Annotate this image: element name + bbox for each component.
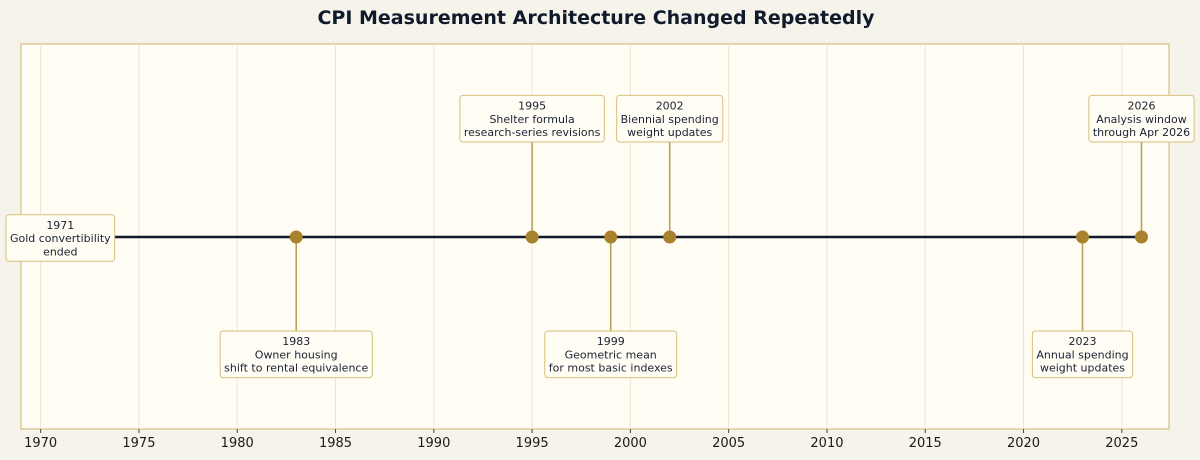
event-marker-2026 — [1134, 230, 1148, 244]
event-label-box — [1031, 330, 1134, 379]
event-year-text: 1983 — [282, 335, 310, 348]
event-description-text: Analysis window — [1096, 113, 1187, 126]
x-tick-label: 2000 — [614, 436, 647, 451]
x-tick-label: 2020 — [1007, 436, 1040, 451]
event-year-text: 1971 — [46, 219, 74, 232]
event-label-box — [1088, 94, 1195, 143]
event-marker-2002 — [663, 230, 677, 244]
x-tick-label: 1985 — [319, 436, 352, 451]
x-tick-label: 2010 — [810, 436, 843, 451]
event-marker-1983 — [289, 230, 303, 244]
event-description-text: Geometric mean — [565, 348, 657, 361]
event-year-text: 1995 — [518, 100, 546, 113]
event-year-text: 1999 — [597, 335, 625, 348]
event-marker-2023 — [1076, 230, 1090, 244]
event-description-text: Shelter formula — [489, 113, 574, 126]
event-description-text: shift to rental equivalence — [224, 362, 368, 375]
event-description-text: for most basic indexes — [549, 362, 673, 375]
x-tick-label: 2005 — [712, 436, 745, 451]
x-axis-ticks: 1970 1975 1980 1985 1990 1995 2000 2005 2010 2015… — [24, 429, 1138, 451]
event-description-text: research-series revisions — [464, 126, 601, 139]
x-tick-label: 1995 — [516, 436, 549, 451]
event-description-text: Annual spending — [1036, 348, 1128, 361]
event-description-text: through Apr 2026 — [1093, 126, 1190, 139]
x-tick-label: 2025 — [1105, 436, 1138, 451]
event-label-box — [544, 330, 678, 379]
x-tick-label: 1970 — [24, 436, 57, 451]
event-label-box — [5, 214, 116, 262]
event-label-box — [616, 94, 724, 143]
event-stems — [295, 142, 1143, 331]
event-description-text: Biennial spending — [621, 113, 719, 126]
event-marker-1999 — [604, 230, 618, 244]
x-tick-label: 2015 — [909, 436, 942, 451]
event-marker-1995 — [525, 230, 539, 244]
event-description-text: Owner housing — [255, 348, 338, 361]
x-tick-label: 1975 — [122, 436, 155, 451]
x-tick-label: 1990 — [417, 436, 450, 451]
event-description-text: weight updates — [627, 126, 712, 139]
x-tick-label: 1980 — [221, 436, 254, 451]
event-year-text: 2002 — [656, 100, 684, 113]
event-description-text: weight updates — [1040, 362, 1125, 375]
event-year-text: 2023 — [1069, 335, 1097, 348]
event-label-box — [459, 94, 605, 143]
event-year-text: 2026 — [1127, 100, 1155, 113]
event-description-text: ended — [43, 245, 77, 258]
event-label-box — [219, 330, 373, 379]
chart-title: CPI Measurement Architecture Changed Rep… — [317, 7, 875, 29]
event-description-text: Gold convertibility — [10, 232, 111, 245]
